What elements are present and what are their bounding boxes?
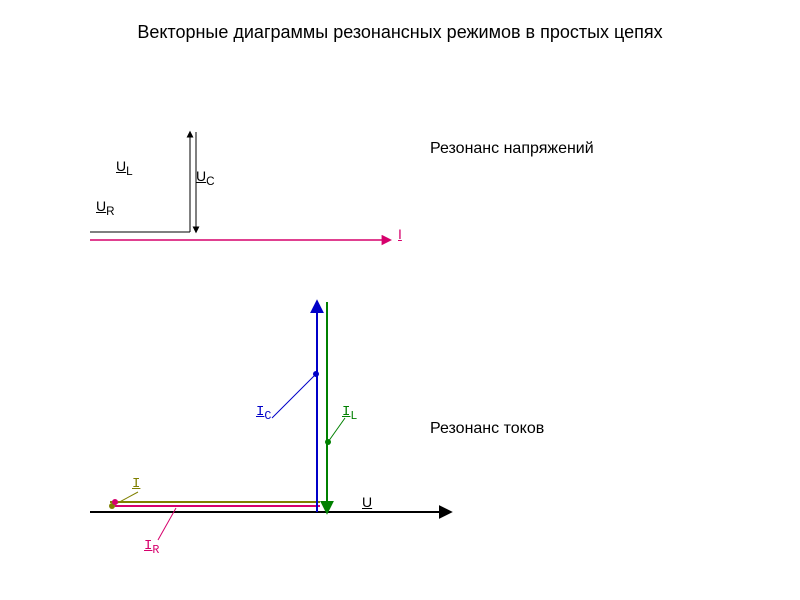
vector-label: UC <box>196 168 215 188</box>
vector-label: I <box>398 226 402 242</box>
vector-label: IR <box>144 538 159 557</box>
vector-label: U <box>362 494 372 510</box>
diagram-canvas: Векторные диаграммы резонансных режимов … <box>0 0 800 600</box>
vector-label: IL <box>342 404 357 423</box>
caption: Резонанс напряжений <box>430 140 594 158</box>
vector-svg <box>0 0 800 600</box>
caption: Резонанс токов <box>430 420 544 438</box>
vector-label: I <box>132 476 140 492</box>
vector-label: IC <box>256 404 271 423</box>
vector-label: UL <box>116 158 133 178</box>
vector-label: UR <box>96 198 115 218</box>
